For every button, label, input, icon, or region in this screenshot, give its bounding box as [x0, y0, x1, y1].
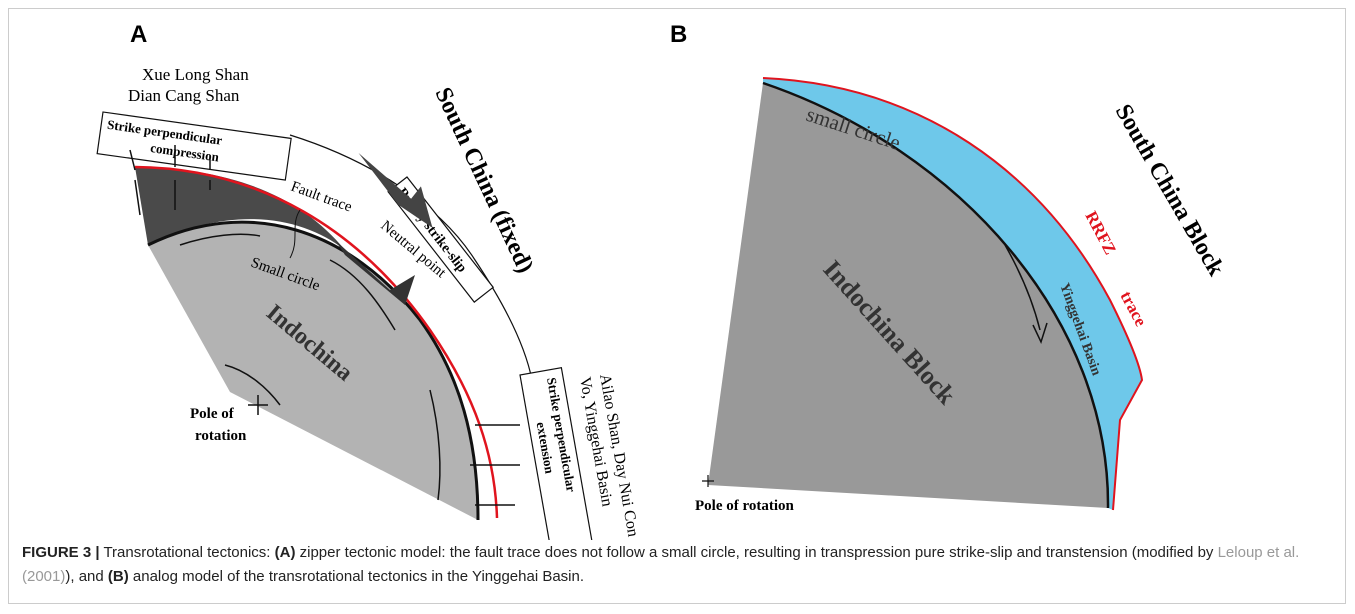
caption-panel: (A): [275, 544, 296, 561]
place-label: Xue Long Shan: [142, 65, 249, 84]
caption-text: Transrotational tectonics:: [100, 544, 275, 561]
place-label: Dian Cang Shan: [128, 86, 240, 105]
caption-text: zipper tectonic model: the fault trace d…: [295, 544, 1217, 561]
caption-figure: FIGURE 3 |: [22, 544, 100, 561]
figure: A Strike perpendicular compression Purel…: [0, 0, 1355, 540]
caption-text: ), and: [65, 568, 108, 585]
pole-label: Pole of: [190, 406, 235, 422]
rrfz-label: RRFZ: [1081, 208, 1120, 258]
pole-label: rotation: [195, 428, 247, 444]
caption: FIGURE 3 | Transrotational tectonics: (A…: [22, 541, 1322, 589]
caption-panel: (B): [108, 568, 129, 585]
panel-label: B: [670, 21, 687, 48]
page: A Strike perpendicular compression Purel…: [0, 0, 1355, 614]
pole-label: Pole of rotation: [695, 498, 795, 514]
compression-box: Strike perpendicular compression: [97, 112, 291, 180]
panel-label: A: [130, 21, 147, 48]
caption-text: analog model of the transrotational tect…: [129, 568, 584, 585]
south-china-label: South China Block: [1110, 100, 1230, 281]
